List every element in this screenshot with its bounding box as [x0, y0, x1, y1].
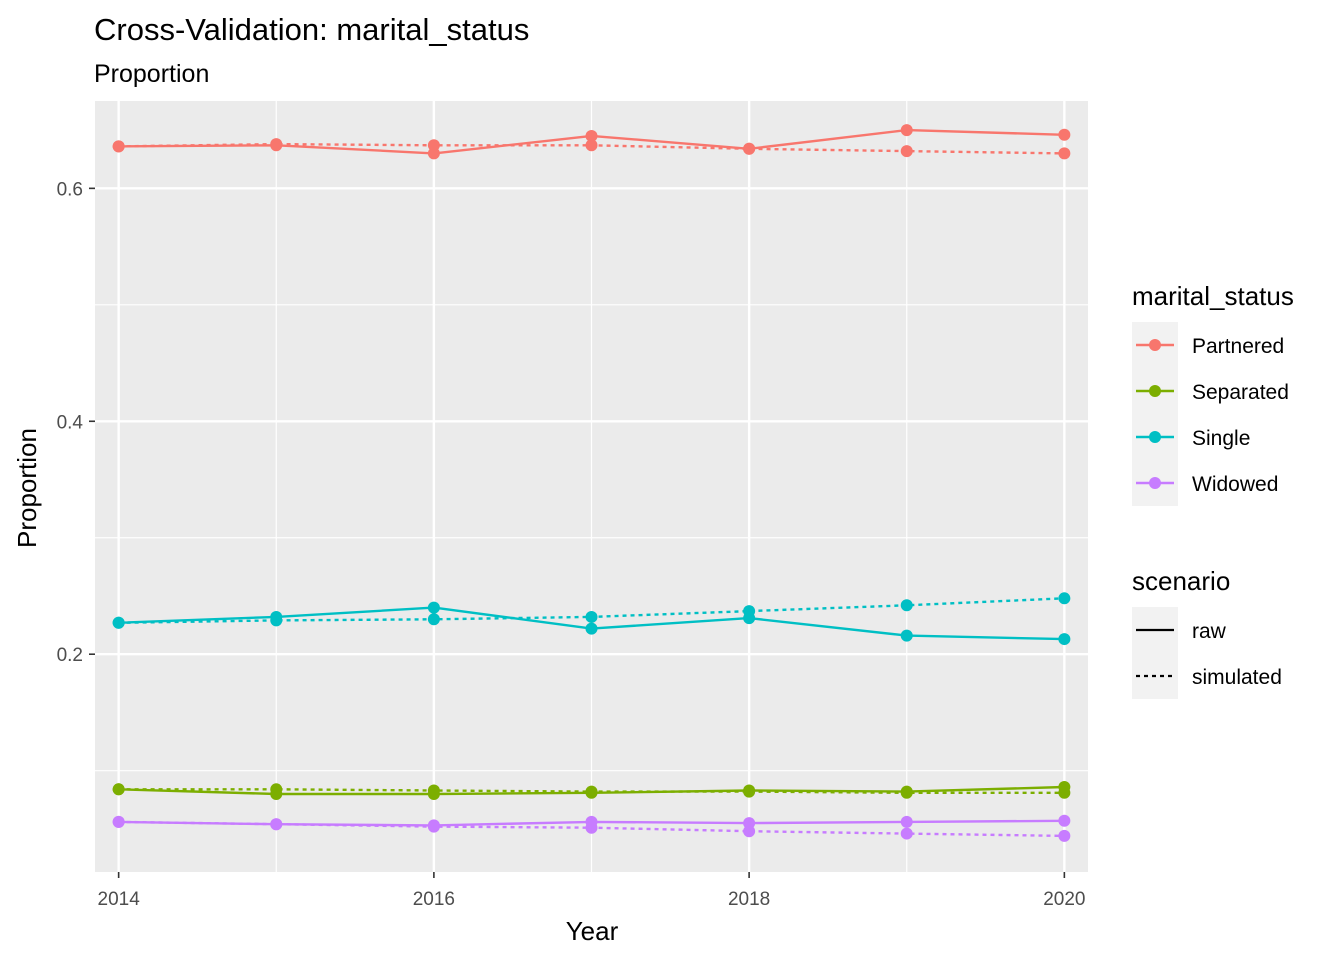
data-point-partnered-simulated: [743, 142, 756, 155]
data-point-separated-simulated: [585, 785, 598, 798]
data-point-widowed-simulated: [900, 827, 913, 840]
y-tick-label: 0.6: [57, 179, 83, 200]
data-point-single-raw: [427, 601, 440, 614]
series-points: [112, 124, 1071, 842]
x-axis: 2014 2016 2018 2020: [98, 872, 1085, 910]
data-point-single-simulated: [112, 616, 125, 629]
data-point-separated-simulated: [427, 784, 440, 797]
data-point-widowed-simulated: [112, 815, 125, 828]
x-axis-title: Year: [566, 916, 619, 946]
data-point-partnered-raw: [1058, 128, 1071, 141]
x-tick-label: 2016: [413, 889, 455, 910]
legend-title-scenario: scenario: [1132, 566, 1230, 596]
data-point-single-simulated: [743, 605, 756, 618]
x-tick-label: 2020: [1043, 889, 1085, 910]
legend-label: Separated: [1192, 381, 1289, 404]
data-point-partnered-simulated: [270, 138, 283, 151]
grid: [95, 101, 1088, 872]
data-point-widowed-simulated: [743, 825, 756, 838]
x-tick-label: 2018: [728, 889, 770, 910]
y-axis: 0.2 0.4 0.6: [57, 179, 95, 666]
y-tick-label: 0.4: [57, 412, 84, 433]
data-point-single-simulated: [270, 614, 283, 627]
legend-label: Single: [1192, 427, 1250, 450]
legend-key-point: [1149, 385, 1161, 397]
y-axis-title: Proportion: [12, 428, 42, 548]
data-point-partnered-simulated: [112, 140, 125, 153]
data-point-single-simulated: [900, 599, 913, 612]
data-point-widowed-raw: [900, 815, 913, 828]
data-point-separated-simulated: [270, 783, 283, 796]
data-point-single-raw: [900, 629, 913, 642]
data-point-widowed-raw: [1058, 814, 1071, 827]
legend-scenario: scenario raw simulated: [1132, 566, 1282, 699]
data-point-widowed-simulated: [427, 820, 440, 833]
data-point-widowed-simulated: [585, 821, 598, 834]
data-point-separated-simulated: [900, 786, 913, 799]
data-point-single-simulated: [427, 613, 440, 626]
data-point-separated-simulated: [112, 783, 125, 796]
data-point-partnered-simulated: [585, 139, 598, 152]
data-point-partnered-simulated: [427, 139, 440, 152]
data-point-separated-simulated: [1058, 786, 1071, 799]
legend-key-background: [1132, 607, 1178, 699]
data-point-separated-simulated: [743, 785, 756, 798]
data-point-partnered-simulated: [1058, 147, 1071, 160]
legend-label: Partnered: [1192, 335, 1284, 358]
legend-title-marital-status: marital_status: [1132, 281, 1294, 311]
data-point-single-simulated: [585, 610, 598, 623]
chart-subtitle: Proportion: [94, 60, 209, 88]
x-tick-label: 2014: [98, 889, 141, 910]
legend-marital-status: marital_status Partnered Separated Single Wi…: [1132, 281, 1294, 506]
legend-label: raw: [1192, 620, 1227, 643]
data-point-partnered-raw: [585, 129, 598, 142]
legend-label: simulated: [1192, 666, 1282, 689]
legend-key-point: [1149, 339, 1161, 351]
data-point-partnered-raw: [900, 124, 913, 137]
data-point-widowed-simulated: [270, 818, 283, 831]
data-point-single-raw: [585, 622, 598, 635]
y-tick-label: 0.2: [57, 645, 83, 666]
legend-key-point: [1149, 431, 1161, 443]
legend-key-background: [1132, 322, 1178, 506]
data-point-widowed-simulated: [1058, 829, 1071, 842]
chart-title: Cross-Validation: marital_status: [94, 12, 529, 47]
data-point-partnered-simulated: [900, 145, 913, 158]
legend-label: Widowed: [1192, 473, 1278, 496]
data-point-single-raw: [1058, 633, 1071, 646]
legend-key-point: [1149, 477, 1161, 489]
data-point-single-simulated: [1058, 592, 1071, 605]
